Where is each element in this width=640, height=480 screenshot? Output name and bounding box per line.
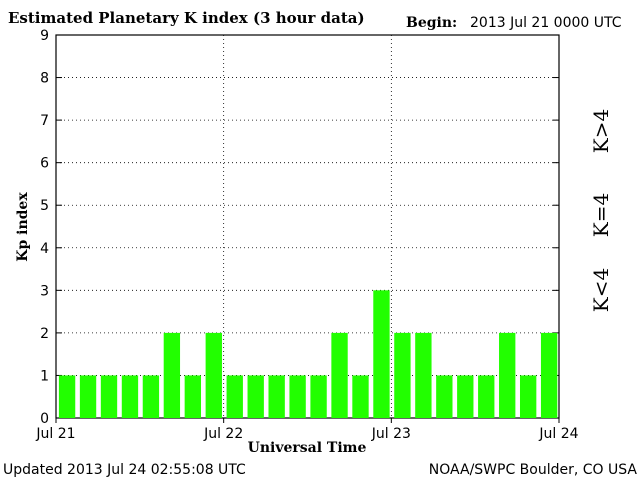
y-tick-label: 1 (40, 368, 49, 384)
legend-k-greater-4: K>4 (589, 109, 613, 153)
kp-bar (352, 375, 369, 418)
begin-value: 2013 Jul 21 0000 UTC (470, 15, 622, 31)
kp-bar (394, 332, 411, 418)
y-tick-labels: 0 1 2 3 4 5 6 7 8 9 (40, 28, 49, 427)
kp-bar (436, 375, 453, 418)
data-source: NOAA/SWPC Boulder, CO USA (429, 462, 638, 478)
x-tick-label: Jul 23 (371, 426, 411, 442)
y-tick-label: 6 (40, 156, 49, 172)
kp-bar (373, 290, 390, 418)
y-tick-label: 4 (40, 241, 49, 257)
kp-bar (289, 375, 306, 418)
y-axis-label: Kp index (15, 192, 31, 262)
kp-bar (415, 332, 432, 418)
kp-bar (100, 375, 118, 418)
legend-k-less-4: K<4 (589, 268, 613, 312)
kp-bar (79, 375, 97, 418)
kp-bar (331, 332, 348, 418)
x-tick-labels: Jul 21 Jul 22 Jul 23 Jul 24 (35, 418, 579, 442)
kp-bar (478, 375, 495, 418)
y-tick-label: 5 (40, 198, 49, 214)
kp-bar (205, 332, 222, 418)
kp-bar (121, 375, 139, 418)
begin-label: Begin: (406, 15, 457, 31)
kp-bar (499, 332, 516, 418)
y-tick-label: 8 (40, 71, 49, 87)
x-tick-label: Jul 22 (203, 426, 243, 442)
kp-bar (58, 375, 76, 418)
kp-bar (268, 375, 285, 418)
kp-bar (519, 375, 537, 418)
chart-title: Estimated Planetary K index (3 hour data… (8, 9, 365, 27)
kp-bar (457, 375, 474, 418)
y-tick-label: 0 (40, 411, 49, 427)
x-axis-label: Universal Time (248, 440, 367, 456)
kp-bar (310, 375, 327, 418)
legend-k-equal-4: K=4 (589, 193, 613, 237)
y-tick-label: 7 (40, 113, 49, 129)
y-tick-label: 2 (40, 326, 49, 342)
kp-bar (247, 375, 264, 418)
plot-area (55, 34, 560, 419)
kp-bar (540, 332, 558, 418)
y-tick-label: 9 (40, 28, 49, 44)
kp-bar (142, 375, 160, 418)
updated-timestamp: Updated 2013 Jul 24 02:55:08 UTC (3, 462, 246, 478)
x-tick-label: Jul 21 (35, 426, 75, 442)
bar-series (58, 290, 558, 418)
kp-bar (226, 375, 243, 418)
kp-bar (184, 375, 202, 418)
y-tick-label: 3 (40, 283, 49, 299)
kp-bar (163, 332, 181, 418)
x-tick-label: Jul 24 (538, 426, 578, 442)
